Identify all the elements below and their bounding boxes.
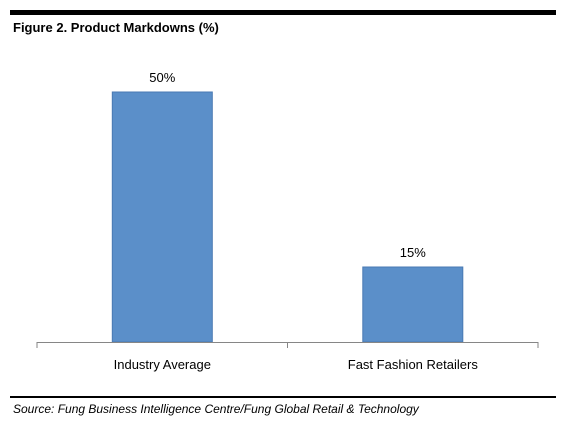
top-rule — [10, 10, 556, 15]
bar-0 — [111, 91, 213, 343]
category-labels-group: Industry Average Fast Fashion Retailers — [114, 357, 479, 372]
value-label-0: 50% — [149, 70, 175, 85]
value-labels-group: 50% 15% — [149, 70, 426, 260]
bar-1 — [362, 266, 464, 343]
x-axis — [36, 342, 539, 348]
category-label-0: Industry Average — [114, 357, 211, 372]
bottom-rule — [10, 396, 556, 398]
figure-title: Figure 2. Product Markdowns (%) — [13, 20, 219, 35]
bars-group — [111, 91, 464, 343]
category-label-1: Fast Fashion Retailers — [348, 357, 479, 372]
source-note: Source: Fung Business Intelligence Centr… — [13, 402, 419, 416]
value-label-1: 15% — [400, 245, 426, 260]
